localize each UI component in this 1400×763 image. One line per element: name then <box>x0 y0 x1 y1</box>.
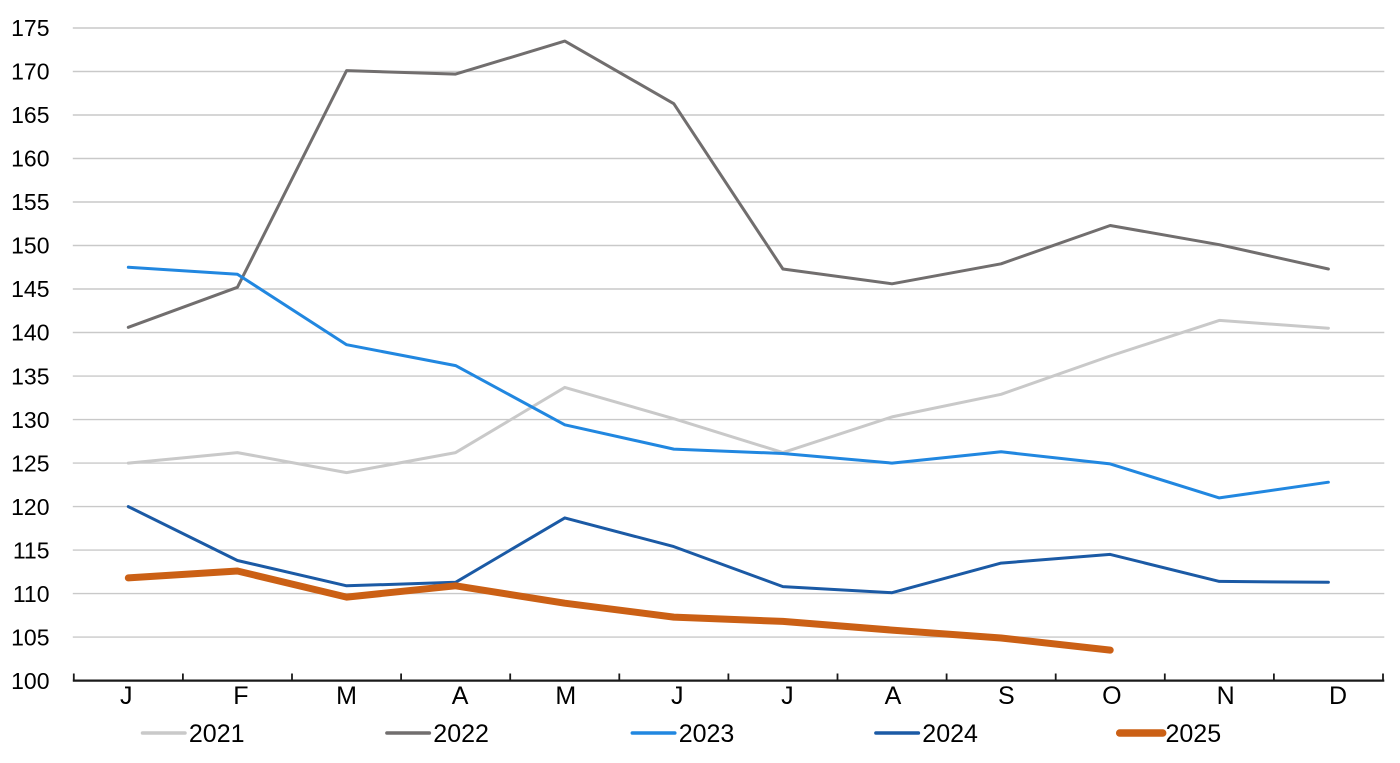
svg-text:175: 175 <box>11 15 49 41</box>
svg-text:O: O <box>1102 682 1121 710</box>
svg-text:2025: 2025 <box>1166 720 1222 748</box>
svg-text:2023: 2023 <box>679 720 735 748</box>
svg-text:2024: 2024 <box>922 720 978 748</box>
svg-text:100: 100 <box>11 668 49 694</box>
svg-text:D: D <box>1329 682 1347 710</box>
svg-text:N: N <box>1217 682 1235 710</box>
svg-text:110: 110 <box>13 581 50 607</box>
svg-text:145: 145 <box>11 276 49 302</box>
svg-text:F: F <box>233 682 248 710</box>
svg-text:A: A <box>885 682 902 710</box>
svg-text:120: 120 <box>11 494 49 520</box>
svg-text:130: 130 <box>11 407 49 433</box>
svg-text:105: 105 <box>11 624 49 650</box>
svg-text:J: J <box>781 682 794 710</box>
svg-text:J: J <box>120 682 133 710</box>
svg-text:2022: 2022 <box>433 720 489 748</box>
svg-text:155: 155 <box>11 189 49 215</box>
svg-text:165: 165 <box>11 102 49 128</box>
svg-text:S: S <box>998 682 1015 710</box>
svg-text:M: M <box>336 682 357 710</box>
svg-text:2021: 2021 <box>189 720 245 748</box>
svg-text:A: A <box>452 682 469 710</box>
svg-text:160: 160 <box>11 146 49 172</box>
svg-text:170: 170 <box>11 59 49 85</box>
svg-text:140: 140 <box>11 320 49 346</box>
svg-text:150: 150 <box>11 233 49 259</box>
svg-text:J: J <box>671 682 684 710</box>
svg-text:M: M <box>555 682 576 710</box>
svg-text:135: 135 <box>11 363 49 389</box>
svg-text:115: 115 <box>13 537 50 563</box>
svg-text:125: 125 <box>11 450 49 476</box>
